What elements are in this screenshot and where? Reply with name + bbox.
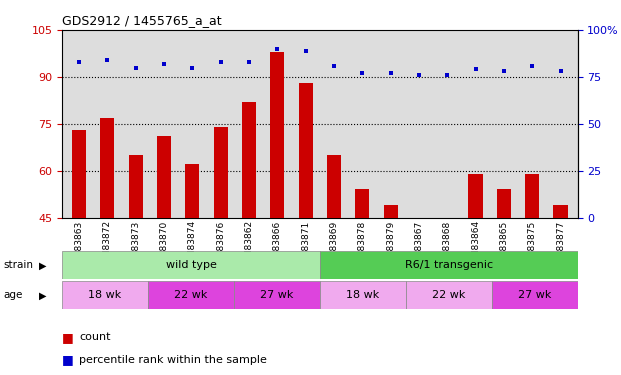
- Bar: [299, 83, 313, 218]
- Bar: [72, 130, 86, 218]
- Text: ▶: ▶: [39, 260, 47, 270]
- Point: [244, 59, 254, 65]
- Point: [188, 64, 197, 70]
- Point: [273, 46, 283, 52]
- Text: 18 wk: 18 wk: [346, 290, 379, 300]
- Bar: [468, 174, 483, 217]
- Point: [527, 63, 537, 69]
- Bar: [101, 117, 114, 218]
- Point: [442, 72, 452, 78]
- Point: [131, 64, 141, 70]
- Bar: [270, 52, 284, 217]
- Bar: [355, 189, 369, 217]
- Point: [74, 59, 84, 65]
- Text: percentile rank within the sample: percentile rank within the sample: [79, 355, 268, 365]
- Bar: [62, 281, 148, 309]
- Text: strain: strain: [3, 260, 33, 270]
- Point: [499, 68, 509, 74]
- Bar: [525, 174, 539, 217]
- Bar: [327, 155, 341, 218]
- Bar: [440, 217, 455, 224]
- Point: [102, 57, 112, 63]
- Point: [329, 63, 339, 69]
- Text: wild type: wild type: [166, 260, 216, 270]
- Bar: [148, 281, 234, 309]
- Text: 22 wk: 22 wk: [175, 290, 207, 300]
- Bar: [185, 164, 199, 218]
- Bar: [234, 281, 320, 309]
- Text: 22 wk: 22 wk: [432, 290, 465, 300]
- Bar: [492, 281, 578, 309]
- Point: [471, 66, 481, 72]
- Point: [386, 70, 396, 76]
- Bar: [214, 127, 228, 218]
- Text: ■: ■: [62, 354, 74, 366]
- Bar: [62, 251, 320, 279]
- Bar: [242, 102, 256, 218]
- Text: 18 wk: 18 wk: [88, 290, 122, 300]
- Point: [357, 70, 367, 76]
- Text: count: count: [79, 333, 111, 342]
- Point: [215, 59, 225, 65]
- Bar: [497, 189, 511, 217]
- Text: GDS2912 / 1455765_a_at: GDS2912 / 1455765_a_at: [62, 15, 222, 27]
- Bar: [320, 281, 406, 309]
- Text: R6/1 transgenic: R6/1 transgenic: [405, 260, 492, 270]
- Bar: [553, 205, 568, 218]
- Point: [414, 72, 424, 78]
- Text: 27 wk: 27 wk: [260, 290, 294, 300]
- Bar: [157, 136, 171, 218]
- Text: ■: ■: [62, 331, 74, 344]
- Bar: [129, 155, 143, 218]
- Text: ▶: ▶: [39, 290, 47, 300]
- Point: [556, 68, 566, 74]
- Bar: [320, 251, 578, 279]
- Point: [159, 61, 169, 67]
- Bar: [384, 205, 397, 218]
- Bar: [412, 217, 426, 220]
- Text: 27 wk: 27 wk: [518, 290, 551, 300]
- Text: age: age: [3, 290, 22, 300]
- Bar: [406, 281, 492, 309]
- Point: [301, 48, 310, 54]
